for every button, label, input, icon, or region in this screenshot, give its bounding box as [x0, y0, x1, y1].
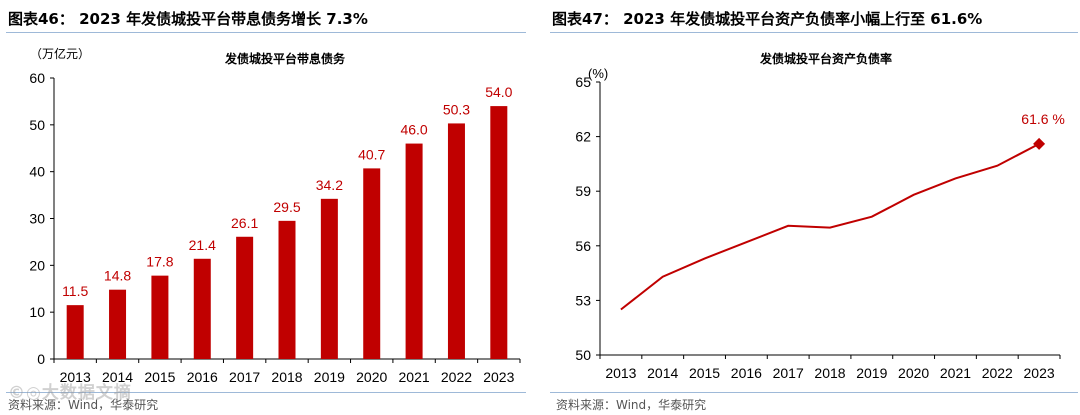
chart-title: 发债城投平台资产负债率 [759, 51, 892, 66]
x-tick-label: 2023 [1024, 365, 1055, 381]
y-tick-label: 50 [29, 117, 45, 133]
header-rule [550, 32, 1078, 33]
bar-chart: 发债城投平台带息债务 （万亿元） 0 10 20 30 40 50 60 11.5 2013 14.8… [29, 46, 521, 385]
bar-value-label: 26.1 [231, 215, 258, 231]
source-note: 资料来源：Wind，华泰研究 [556, 398, 707, 412]
x-tick-label: 2022 [982, 365, 1013, 381]
x-tick-label: 2021 [399, 369, 430, 385]
line-chart: 发债城投平台资产负债率 (%) 50 53 56 59 62 65 2013 2014 2015 20… [575, 51, 1065, 381]
bar-value-label: 29.5 [273, 199, 300, 215]
figure-47-panel: 图表47： 2023 年发债城投平台资产负债率小幅上行至 61.6% 发债城投平… [548, 0, 1080, 415]
x-tick-label: 2017 [229, 369, 260, 385]
bar [109, 289, 127, 359]
bar-value-label: 14.8 [104, 268, 131, 284]
bar-value-label: 17.8 [146, 254, 173, 270]
y-tick-label: 62 [575, 129, 591, 145]
y-tick-label: 20 [29, 257, 45, 273]
y-tick-label: 56 [575, 238, 591, 254]
bar [236, 236, 254, 359]
bar-value-label: 34.2 [316, 177, 343, 193]
y-tick-label: 60 [29, 70, 45, 86]
bar-value-label: 46.0 [400, 122, 427, 138]
bar [278, 220, 296, 359]
header-rule [6, 32, 526, 33]
y-tick-label: 65 [575, 74, 591, 90]
figure-46-header: 图表46： 2023 年发债城投平台带息债务增长 7.3% [8, 10, 368, 28]
unit-label: （万亿元） [30, 46, 90, 61]
unit-label: (%) [588, 66, 608, 81]
y-tick-label: 59 [575, 183, 591, 199]
last-point-marker [1033, 137, 1046, 150]
bar [490, 106, 508, 359]
x-tick-label: 2015 [689, 365, 720, 381]
x-tick-label: 2017 [773, 365, 804, 381]
x-tick-label: 2023 [483, 369, 514, 385]
bar [193, 258, 211, 359]
x-tick-label: 2018 [814, 365, 845, 381]
bar [151, 275, 169, 359]
watermark: ©◎大数据文摘 [8, 383, 132, 403]
bar-value-label: 11.5 [62, 283, 88, 299]
y-tick-label: 30 [29, 211, 45, 227]
x-tick-label: 2015 [144, 369, 175, 385]
y-tick-label: 0 [37, 351, 45, 367]
x-tick-label: 2022 [441, 369, 472, 385]
x-tick-label: 2013 [605, 365, 636, 381]
last-point-label: 61.6 % [1021, 111, 1065, 127]
x-tick-label: 2020 [898, 365, 929, 381]
bar [320, 198, 338, 359]
bar-value-label: 54.0 [485, 84, 512, 100]
bar [447, 123, 465, 359]
x-tick-label: 2013 [60, 369, 91, 385]
footer-rule [6, 392, 526, 393]
x-tick-label: 2019 [314, 369, 345, 385]
x-tick-label: 2021 [940, 365, 971, 381]
x-tick-label: 2016 [187, 369, 218, 385]
series-line [620, 142, 1040, 311]
x-tick-label: 2016 [731, 365, 762, 381]
bar [66, 305, 84, 359]
y-tick-label: 53 [575, 292, 591, 308]
figure-46-panel: 图表46： 2023 年发债城投平台带息债务增长 7.3% 发债城投平台带息债务… [6, 10, 526, 412]
y-tick-label: 40 [29, 164, 45, 180]
bar [405, 143, 423, 359]
source-note: 资料来源：Wind，华泰研究 [8, 398, 159, 412]
bar-value-label: 50.3 [443, 101, 470, 117]
x-tick-label: 2018 [271, 369, 302, 385]
chart-title: 发债城投平台带息债务 [224, 51, 346, 66]
bar-value-label: 21.4 [189, 237, 216, 253]
x-tick-label: 2014 [647, 365, 678, 381]
bar [363, 168, 381, 359]
x-tick-label: 2014 [102, 369, 133, 385]
y-tick-label: 10 [29, 304, 45, 320]
footer-rule [550, 392, 1078, 393]
bar-value-label: 40.7 [358, 146, 385, 162]
y-tick-label: 50 [575, 347, 591, 363]
x-tick-label: 2019 [856, 365, 887, 381]
x-tick-label: 2020 [356, 369, 387, 385]
figure-47-header: 图表47： 2023 年发债城投平台资产负债率小幅上行至 61.6% [552, 10, 983, 28]
